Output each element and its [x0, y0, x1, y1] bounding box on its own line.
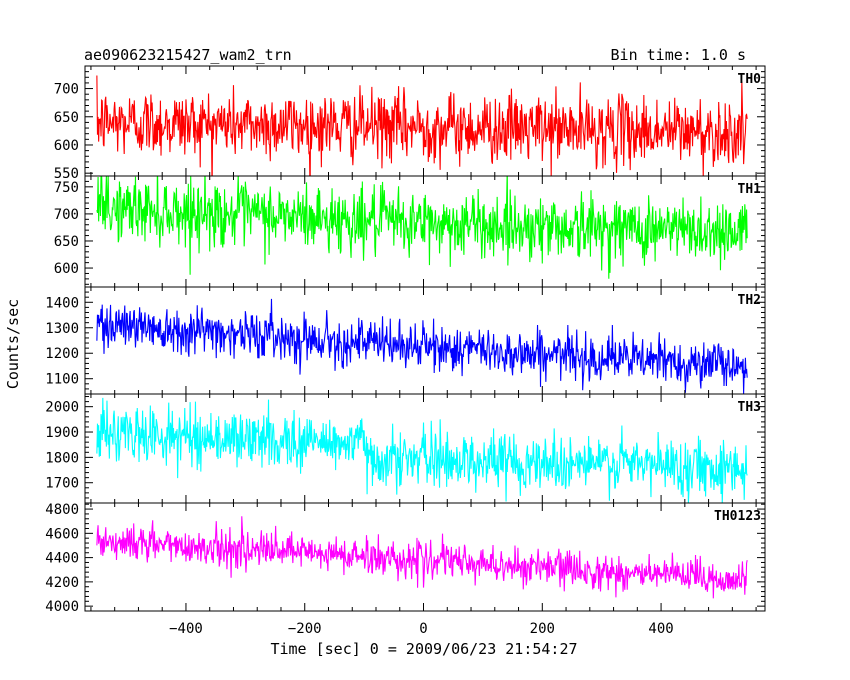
panel-label-th3: TH3	[738, 400, 761, 415]
y-tick-label: 4800	[45, 502, 79, 518]
y-tick-label: 1700	[45, 476, 79, 492]
series-line-th2	[96, 298, 748, 394]
y-tick-label: 650	[54, 110, 79, 126]
y-axis-title: Counts/sec	[4, 299, 22, 389]
y-tick-label: 1100	[45, 372, 79, 388]
panel-label-th0: TH0	[738, 72, 762, 87]
panel-frame	[84, 502, 766, 612]
panel-label-th1: TH1	[738, 182, 762, 197]
x-tick-label: 0	[419, 621, 427, 637]
y-tick-label: 4600	[45, 526, 79, 542]
y-tick-label: 2000	[45, 400, 79, 416]
series-line-th1	[96, 176, 748, 279]
y-tick-label: 750	[54, 180, 79, 196]
panel-label-th2: TH2	[738, 293, 761, 308]
x-tick-label: −200	[288, 621, 322, 637]
y-tick-label: 4200	[45, 575, 79, 591]
series-line-th0	[96, 75, 748, 176]
y-tick-label: 700	[54, 207, 79, 223]
x-axis-title: Time [sec] 0 = 2009/06/23 21:54:27	[270, 640, 577, 658]
x-tick-label: 200	[530, 621, 555, 637]
panel-label-th0123: TH0123	[714, 509, 761, 524]
x-tick-label: −400	[169, 621, 203, 637]
y-tick-label: 1400	[45, 295, 79, 311]
y-tick-label: 650	[54, 234, 79, 250]
y-tick-label: 1200	[45, 346, 79, 362]
plot-title: ae090623215427_wam2_trn	[84, 46, 292, 64]
bin-time-label: Bin time: 1.0 s	[611, 46, 746, 64]
y-tick-label: 1800	[45, 450, 79, 466]
y-tick-label: 1900	[45, 425, 79, 441]
x-tick-label: 400	[648, 621, 673, 637]
y-tick-label: 4000	[45, 599, 79, 615]
y-tick-label: 550	[54, 166, 79, 182]
y-tick-label: 600	[54, 261, 79, 277]
y-tick-label: 700	[54, 82, 79, 98]
panels-group: 550 600 650 700 TH0 600 650 700 750 TH1 1100 1200 13…	[45, 65, 766, 637]
y-tick-label: 4400	[45, 551, 79, 567]
series-line-th3	[96, 397, 748, 503]
y-tick-label: 1300	[45, 321, 79, 337]
series-line-th0123	[96, 516, 748, 599]
y-tick-label: 600	[54, 138, 79, 154]
